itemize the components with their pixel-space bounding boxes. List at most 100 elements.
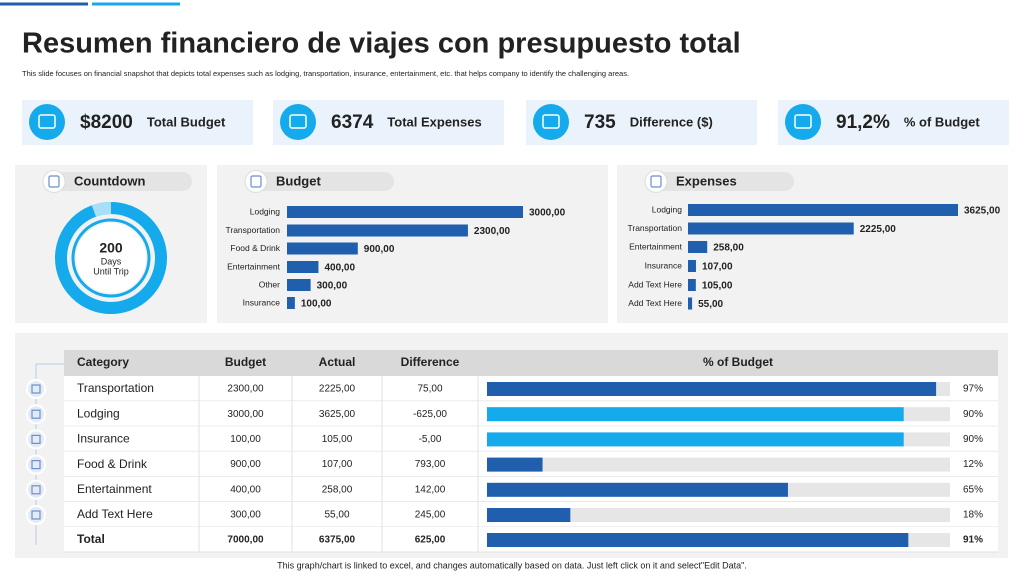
section-pill (645, 172, 794, 191)
table-cell: 142,00 (415, 484, 446, 495)
column-header: Category (77, 355, 129, 369)
bar (688, 260, 696, 272)
value-label: 400,00 (324, 263, 355, 274)
donut-inner-ring (71, 218, 151, 298)
row-icon (26, 454, 46, 475)
section-title: Budget (276, 173, 321, 188)
section-title: Expenses (676, 173, 737, 188)
table-cell: 7000,00 (227, 535, 264, 546)
kpi-icon-glyph (542, 114, 560, 129)
section-pill (43, 172, 192, 191)
value-label: 3000,00 (529, 208, 566, 219)
table-cell: 100,00 (230, 434, 261, 445)
bar (287, 279, 311, 291)
category-label: Entertainment (227, 261, 281, 271)
value-label: 2225,00 (860, 224, 897, 235)
pct-label: 90% (963, 409, 983, 420)
row-icon (26, 404, 46, 425)
value-label: 258,00 (713, 243, 744, 254)
bar-track (487, 508, 950, 522)
table-cell: Transportation (77, 381, 154, 395)
kpi-icon-glyph (38, 114, 56, 129)
table-cell: 300,00 (230, 510, 261, 521)
kpi-icon-glyph (794, 114, 812, 129)
donut-gap (91, 202, 112, 217)
row-icon (26, 505, 46, 525)
subtitle: This slide focuses on financial snapshot… (22, 69, 629, 78)
bar (688, 279, 696, 291)
row-icon (26, 429, 46, 450)
bar (688, 204, 958, 216)
table-cell: Add Text Here (77, 507, 153, 521)
bar (287, 224, 468, 237)
bar (287, 206, 523, 218)
table-cell: 3625,00 (319, 409, 356, 420)
kpi-value: 91,2% (836, 112, 890, 133)
row-icon (26, 479, 46, 500)
table-cell: 2225,00 (319, 384, 356, 395)
value-label: 107,00 (702, 262, 733, 273)
category-label: Other (259, 279, 280, 289)
column-header: Difference (401, 355, 460, 369)
table-cell: Food & Drink (77, 457, 148, 471)
pct-bar (487, 432, 904, 447)
section-pill (245, 172, 394, 191)
section-title: Countdown (74, 173, 146, 188)
section-icon-glyph (250, 175, 262, 188)
pct-bar (487, 508, 571, 522)
pct-bar (487, 482, 788, 497)
kpi-icon-glyph (289, 114, 307, 129)
bar-track (487, 457, 950, 472)
table-cell: 625,00 (415, 535, 446, 546)
category-label: Insurance (645, 260, 683, 270)
table-cell: 793,00 (415, 459, 446, 470)
row-icon-glyph (31, 510, 41, 520)
bar (688, 222, 854, 235)
table-cell: 2300,00 (227, 384, 264, 395)
table-cell: Insurance (77, 432, 130, 446)
pct-bar (487, 382, 937, 396)
kpi-value: 735 (584, 112, 616, 133)
pct-bar (487, 533, 909, 547)
column-header: Budget (225, 355, 266, 369)
pct-label: 91% (963, 535, 983, 546)
countdown-days: 200 (99, 240, 123, 256)
kpi-icon (533, 104, 569, 140)
value-label: 55,00 (698, 299, 723, 310)
pct-label: 97% (963, 384, 983, 395)
kpi-icon (785, 104, 821, 140)
kpi-label: Total Budget (147, 114, 226, 129)
table-cell: 245,00 (415, 510, 446, 521)
table-cell: 55,00 (324, 510, 349, 521)
table-cell: Total (77, 532, 105, 546)
column-header: Actual (319, 355, 356, 369)
table-cell: 75,00 (417, 384, 442, 395)
column-header: % of Budget (703, 355, 773, 369)
value-label: 100,00 (301, 299, 332, 310)
table-cell: 6375,00 (319, 535, 356, 546)
section-icon (244, 170, 268, 193)
category-label: Add Text Here (628, 279, 682, 289)
bar (287, 261, 319, 273)
countdown-days-label: Days (101, 256, 122, 266)
table-cell: 400,00 (230, 484, 261, 495)
table-cell: 258,00 (322, 484, 353, 495)
section-icon (644, 170, 668, 193)
row-icon-glyph (31, 485, 41, 495)
pct-label: 18% (963, 510, 983, 521)
bar (287, 242, 358, 255)
value-label: 900,00 (364, 244, 395, 255)
bar (688, 297, 693, 310)
kpi-label: Total Expenses (387, 114, 481, 129)
category-label: Transportation (226, 225, 281, 235)
table-cell: -5,00 (419, 434, 442, 445)
row-icon-glyph (31, 460, 41, 470)
pct-label: 65% (963, 484, 983, 495)
pct-label: 12% (963, 459, 983, 470)
value-label: 105,00 (702, 281, 733, 292)
kpi-value: 6374 (331, 112, 374, 133)
value-label: 300,00 (317, 281, 348, 292)
row-icon-glyph (31, 409, 41, 419)
category-label: Food & Drink (230, 243, 280, 253)
table-cell: 900,00 (230, 459, 261, 470)
